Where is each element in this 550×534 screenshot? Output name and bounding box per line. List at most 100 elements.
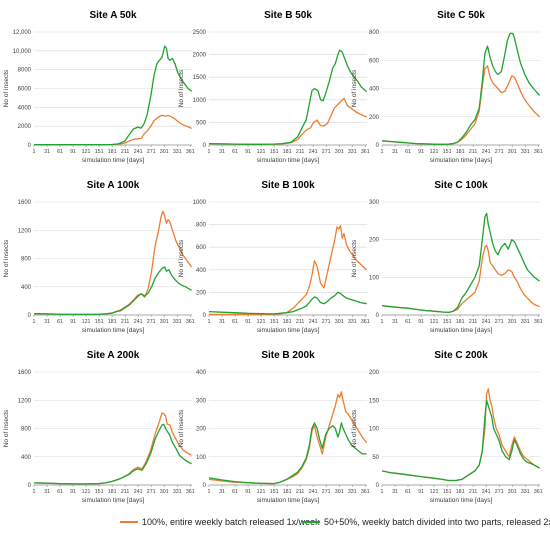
- y-tick-label: 1600: [18, 370, 32, 376]
- series-line-weekly-2x: [381, 32, 541, 145]
- x-tick-label: 31: [219, 489, 225, 495]
- y-tick-label: 200: [196, 427, 207, 433]
- x-tick-label: 361: [534, 319, 543, 325]
- x-tick-label: 301: [160, 319, 169, 325]
- x-tick-label: 31: [392, 149, 398, 155]
- x-tick-label: 211: [296, 149, 304, 155]
- y-tick-label: 800: [21, 257, 32, 263]
- x-tick-label: 361: [534, 489, 543, 495]
- x-tick-label: 121: [430, 149, 439, 155]
- x-tick-label: 151: [270, 319, 279, 325]
- chart-site-b-200k: 0 100 200 300 400 1 31 61 91 121 151 181 211 241 271 30…: [178, 350, 370, 504]
- x-tick-label: 241: [309, 489, 318, 495]
- y-tick-label: 1500: [193, 75, 207, 81]
- x-tick-label: 361: [186, 489, 195, 495]
- x-tick-label: 301: [160, 149, 169, 155]
- y-tick-label: 0: [203, 313, 207, 319]
- series-line-weekly-2x: [208, 422, 367, 485]
- x-tick-label: 271: [322, 149, 331, 155]
- x-tick-label: 271: [495, 319, 504, 325]
- x-tick-label: 331: [348, 319, 357, 325]
- x-tick-label: 61: [405, 489, 411, 495]
- x-tick-label: 361: [361, 489, 370, 495]
- x-tick-label: 331: [521, 319, 530, 325]
- x-tick-label: 1: [208, 489, 211, 495]
- y-tick-label: 1000: [193, 200, 207, 206]
- x-tick-label: 91: [418, 319, 424, 325]
- y-tick-label: 150: [369, 398, 380, 404]
- y-tick-label: 300: [196, 398, 207, 404]
- x-tick-label: 241: [309, 319, 318, 325]
- chart-site-c-50k: 0 200 400 600 800 1 31 61 91 121 151 181 211 241 271 30…: [351, 10, 543, 164]
- x-tick-label: 181: [108, 319, 117, 325]
- series-line-weekly-1x: [34, 114, 192, 146]
- series-line-weekly-2x: [381, 212, 540, 314]
- series-line-weekly-2x: [34, 45, 193, 146]
- y-tick-label: 12,000: [13, 30, 32, 36]
- x-tick-label: 271: [495, 149, 504, 155]
- x-tick-label: 181: [108, 149, 117, 155]
- chart-site-a-200k: 0 400 800 1200 1600 1 31 61 91 121 151 181 211 241 271…: [3, 350, 195, 504]
- x-tick-label: 211: [469, 489, 477, 495]
- y-axis-label: No of insects: [178, 69, 185, 107]
- x-tick-label: 1: [33, 149, 36, 155]
- chart-title: Site B 100k: [261, 180, 315, 191]
- y-tick-label: 200: [196, 290, 207, 296]
- x-tick-label: 211: [121, 319, 129, 325]
- chart-title: Site C 50k: [437, 10, 485, 21]
- x-tick-label: 211: [469, 149, 477, 155]
- series-line-weekly-1x: [381, 388, 540, 482]
- x-axis-label: simulation time [days]: [430, 327, 493, 334]
- x-tick-label: 181: [283, 149, 292, 155]
- x-tick-label: 121: [82, 319, 91, 325]
- y-tick-label: 2500: [193, 30, 207, 36]
- y-tick-label: 0: [28, 143, 32, 149]
- chart-title: Site A 100k: [87, 180, 140, 191]
- y-tick-label: 100: [369, 427, 380, 433]
- x-tick-label: 151: [95, 319, 104, 325]
- y-tick-label: 800: [369, 30, 380, 36]
- x-tick-label: 211: [469, 319, 477, 325]
- x-tick-label: 301: [335, 319, 344, 325]
- chart-title: Site A 50k: [89, 10, 136, 21]
- x-axis-label: simulation time [days]: [257, 497, 320, 504]
- x-tick-label: 61: [232, 489, 238, 495]
- x-tick-label: 361: [361, 149, 370, 155]
- chart-title: Site B 200k: [261, 350, 315, 361]
- x-tick-label: 61: [232, 319, 238, 325]
- y-tick-label: 0: [376, 483, 380, 489]
- y-tick-label: 300: [369, 200, 380, 206]
- x-tick-label: 361: [361, 319, 370, 325]
- x-tick-label: 271: [147, 149, 156, 155]
- x-tick-label: 151: [443, 149, 452, 155]
- x-tick-label: 181: [283, 489, 292, 495]
- x-tick-label: 241: [134, 489, 143, 495]
- x-tick-label: 271: [322, 319, 331, 325]
- x-tick-label: 301: [335, 149, 344, 155]
- x-tick-label: 1: [33, 319, 36, 325]
- x-tick-label: 91: [70, 489, 76, 495]
- y-axis-label: No of insects: [3, 409, 10, 447]
- x-tick-label: 1: [381, 319, 384, 325]
- series-line-weekly-1x: [33, 412, 192, 485]
- x-tick-label: 331: [173, 149, 182, 155]
- x-tick-label: 151: [270, 149, 279, 155]
- x-tick-label: 331: [521, 149, 530, 155]
- y-axis-label: No of insects: [178, 409, 185, 447]
- y-axis-label: No of insects: [178, 239, 185, 277]
- chart-site-c-100k: 0 100 200 300 1 31 61 91 121 151 181 211 241 271 301 33…: [351, 180, 543, 334]
- x-tick-label: 61: [232, 149, 238, 155]
- x-axis-label: simulation time [days]: [82, 327, 145, 334]
- x-tick-label: 31: [392, 489, 398, 495]
- chart-site-b-100k: 0 200 400 600 800 1000 1 31 61 91 121 151 181 211 241 2…: [178, 180, 370, 334]
- x-tick-label: 271: [322, 489, 331, 495]
- series-line-weekly-2x: [33, 423, 192, 485]
- series-line-weekly-1x: [208, 97, 367, 145]
- x-tick-label: 121: [430, 489, 439, 495]
- x-tick-label: 31: [44, 489, 50, 495]
- x-tick-label: 121: [257, 149, 266, 155]
- x-tick-label: 271: [495, 489, 504, 495]
- x-tick-label: 181: [456, 149, 465, 155]
- y-tick-label: 100: [196, 455, 207, 461]
- x-tick-label: 211: [296, 319, 304, 325]
